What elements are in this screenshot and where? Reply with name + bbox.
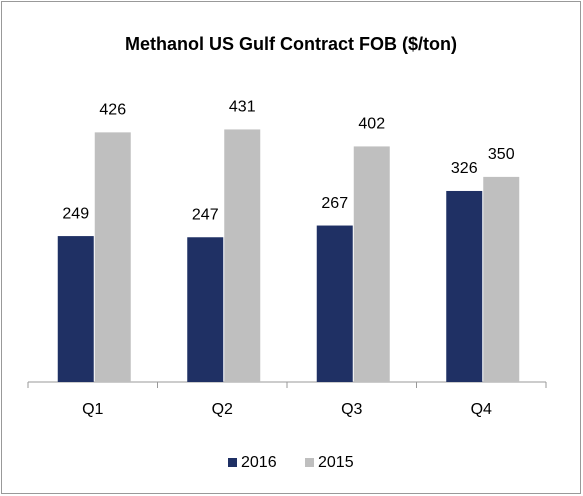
value-label: 247	[192, 206, 219, 223]
chart-title: Methanol US Gulf Contract FOB ($/ton)	[125, 34, 457, 54]
bar	[483, 176, 520, 382]
bar	[187, 237, 224, 382]
bar	[316, 225, 353, 382]
bar	[94, 132, 131, 382]
x-tick-label: Q2	[212, 401, 233, 418]
x-tick-label: Q1	[82, 401, 103, 418]
x-tick-label: Q3	[341, 401, 362, 418]
bar	[446, 190, 483, 382]
value-label: 426	[99, 102, 126, 119]
bar	[57, 236, 94, 382]
legend-swatch	[228, 458, 237, 467]
value-label: 326	[451, 160, 478, 177]
bar	[353, 146, 390, 382]
value-label: 267	[321, 195, 348, 212]
legend-label: 2015	[318, 454, 354, 471]
bar	[224, 129, 261, 382]
value-label: 350	[488, 146, 515, 163]
value-label: 431	[229, 99, 256, 116]
legend-label: 2016	[241, 454, 277, 471]
value-label: 249	[62, 205, 89, 222]
x-tick-label: Q4	[471, 401, 492, 418]
value-label: 402	[358, 116, 385, 133]
legend-swatch	[305, 458, 314, 467]
